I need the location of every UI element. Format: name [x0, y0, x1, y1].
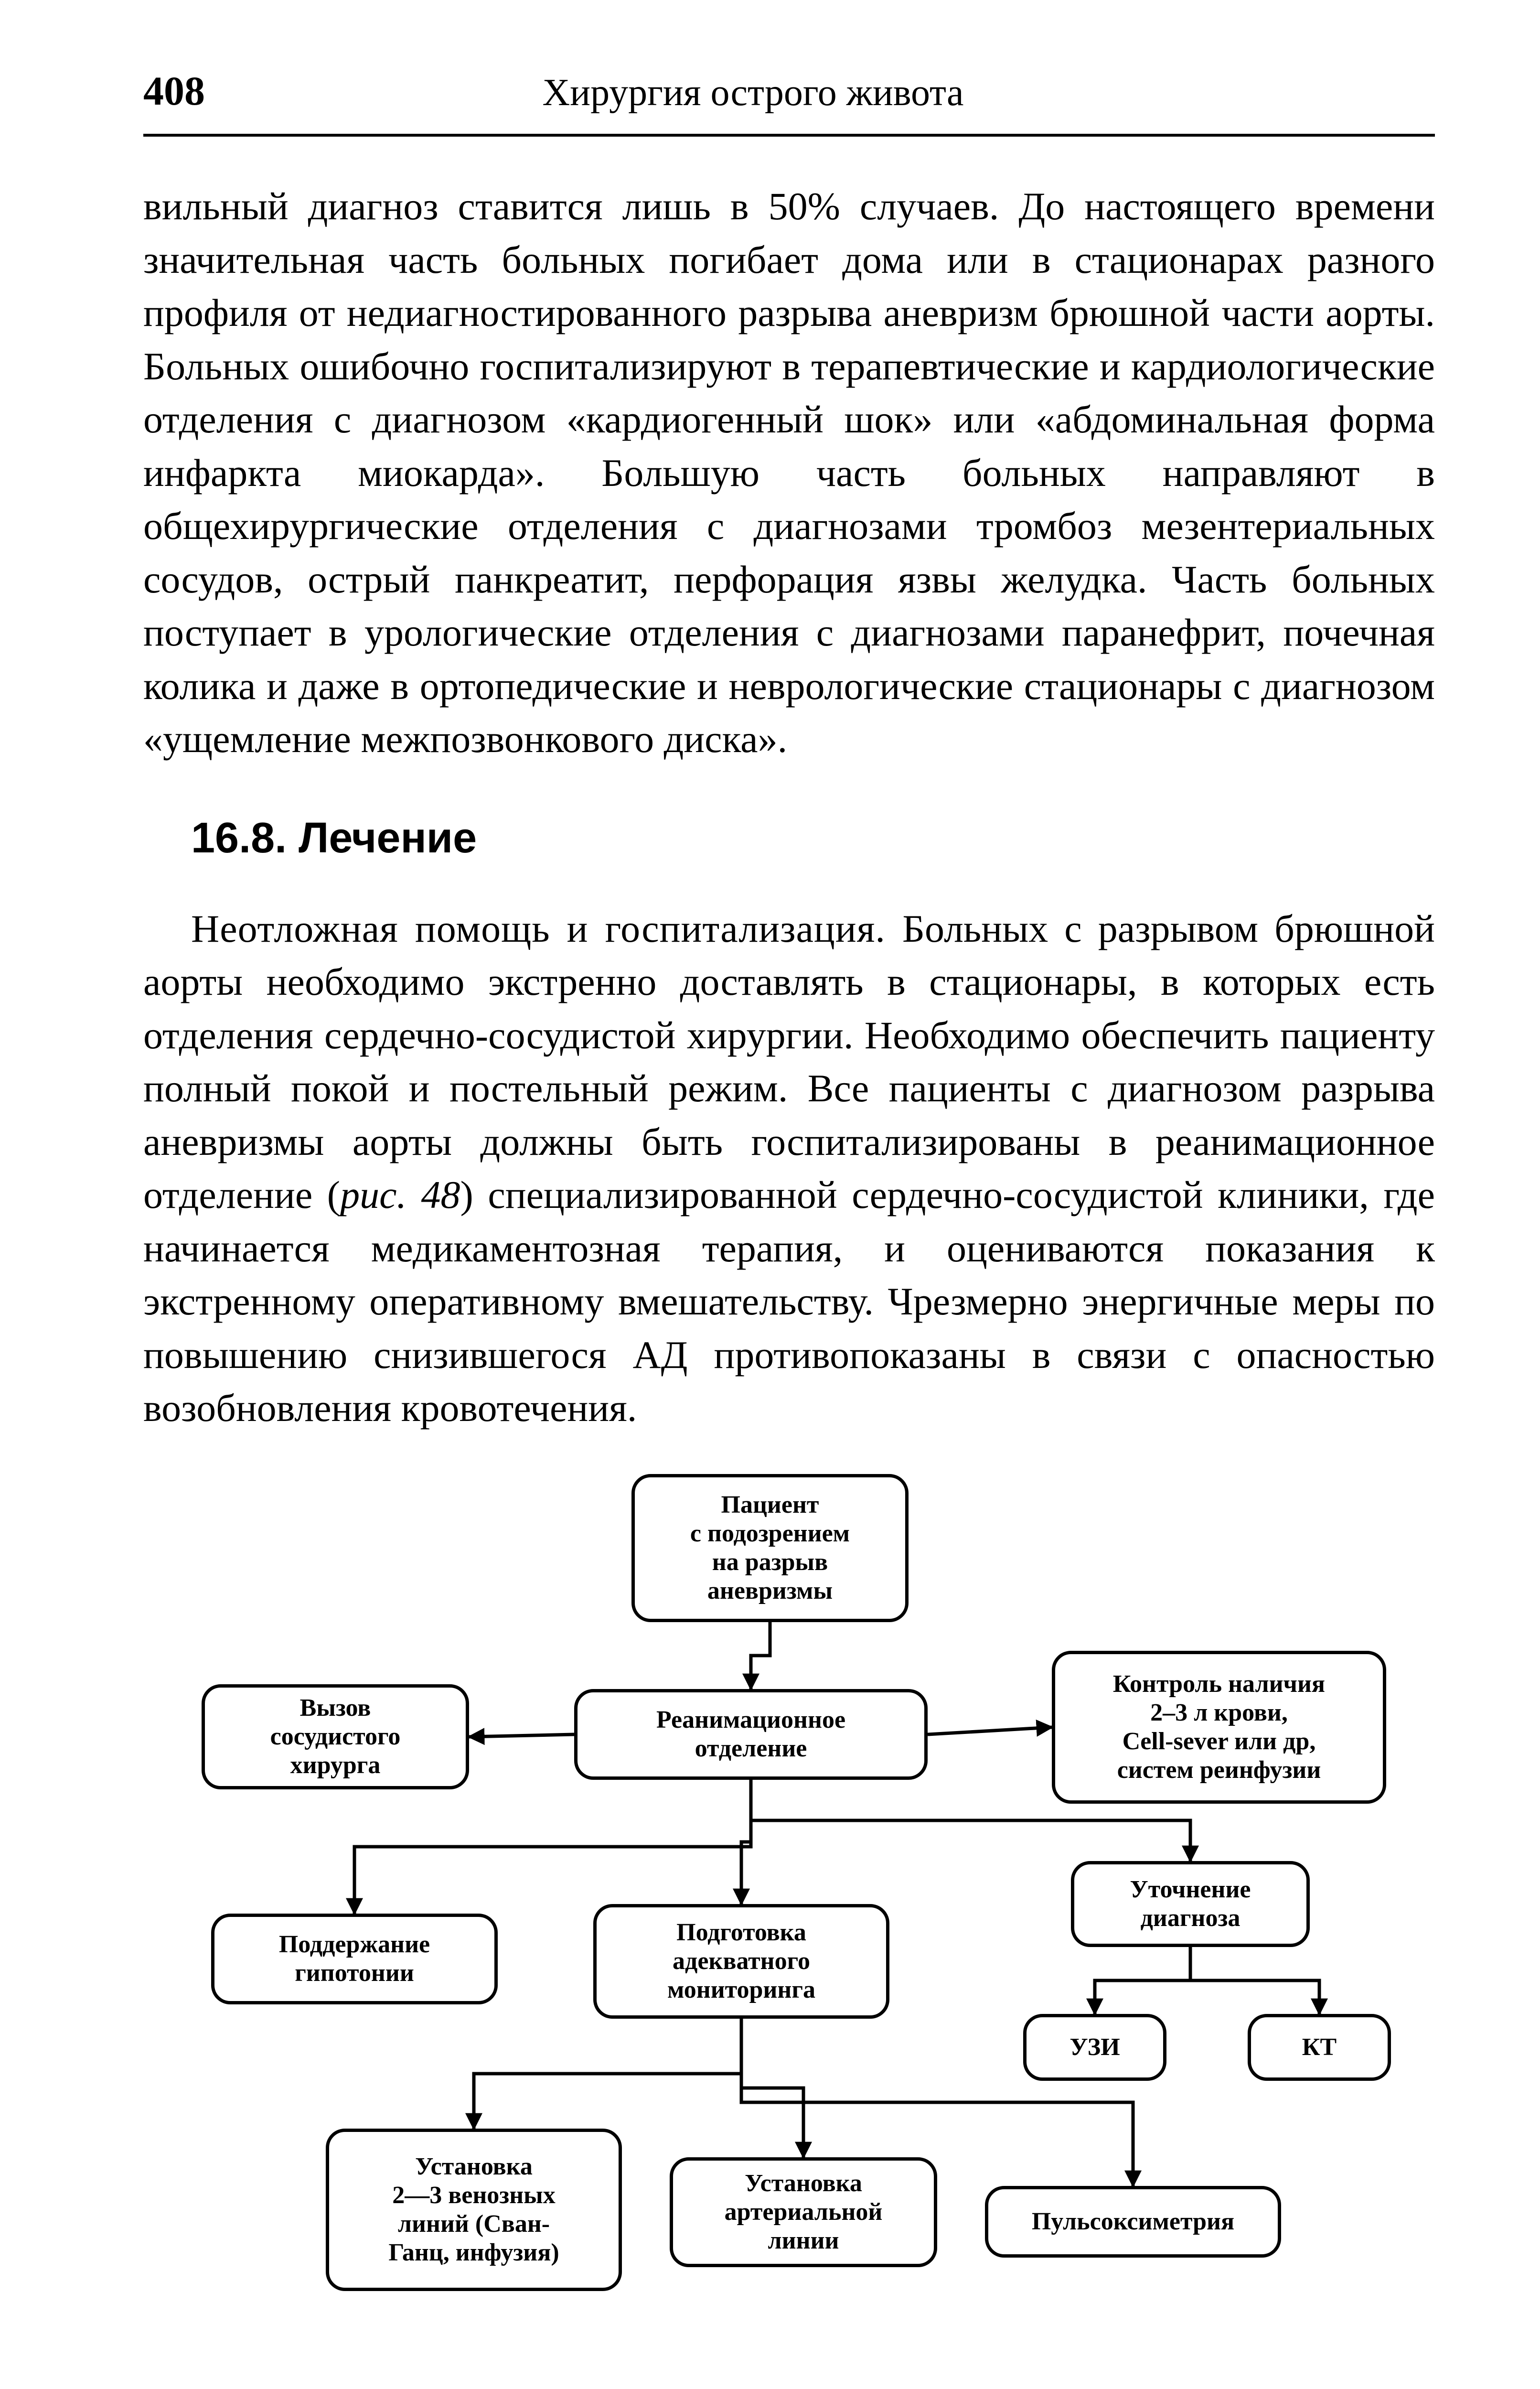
flowchart-node-callvasc: Вызовсосудистогохирурга	[202, 1684, 469, 1789]
page-number: 408	[143, 67, 205, 115]
flowchart-edge	[469, 1734, 574, 1737]
figure-reference: рис. 48	[340, 1173, 460, 1216]
section-title: 16.8. Лечение	[191, 814, 1435, 863]
flowchart-edge	[741, 2019, 803, 2157]
flowchart-node-diag: Уточнениедиагноза	[1071, 1861, 1310, 1947]
ref-open: (	[327, 1173, 340, 1216]
flowchart-node-arterial: Установкаартериальнойлинии	[670, 2157, 937, 2267]
flowchart-edge	[354, 1780, 751, 1914]
running-title: Хирургия острого живота	[543, 71, 964, 115]
page: 408 Хирургия острого живота вильный диаг…	[0, 0, 1540, 2341]
flowchart-node-hypoten: Поддержаниегипотонии	[211, 1914, 498, 2004]
flowchart-node-pulse: Пульсоксиметрия	[985, 2186, 1281, 2258]
flowchart-node-monitor: Подготовкаадекватногомониторинга	[593, 1904, 889, 2019]
body-paragraph-1: вильный диагноз ставится лишь в 50% случ…	[143, 180, 1435, 766]
page-header: 408 Хирургия острого живота	[143, 67, 1435, 137]
flowchart-edge	[751, 1622, 770, 1689]
body-paragraph-2: Неотложная помощь и госпитализация. Боль…	[143, 902, 1435, 1435]
flowchart-node-venous: Установка2—3 венозныхлиний (Сван-Ганц, и…	[326, 2129, 622, 2291]
flowchart: Пациентс подозрениемна разрываневризмы Ре…	[144, 1474, 1434, 2389]
flowchart-node-blood: Контроль наличия2–3 л крови,Cell-sever и…	[1052, 1651, 1386, 1804]
flowchart-edge	[1190, 1947, 1319, 2014]
flowchart-edge	[1095, 1947, 1190, 2014]
flowchart-node-resus: Реанимационноеотделение	[574, 1689, 928, 1780]
flowchart-node-kt: КТ	[1248, 2014, 1391, 2081]
paragraph-lead: Неотложная помощь и госпитализация.	[191, 907, 902, 950]
flowchart-edge	[474, 2019, 741, 2129]
ref-close: )	[460, 1173, 488, 1216]
flowchart-edge	[928, 1727, 1052, 1734]
flowchart-node-usi: УЗИ	[1023, 2014, 1166, 2081]
paragraph-body: Больных с разрывом брюшной аорты необход…	[143, 907, 1435, 1217]
flowchart-node-patient: Пациентс подозрениемна разрываневризмы	[631, 1474, 909, 1622]
